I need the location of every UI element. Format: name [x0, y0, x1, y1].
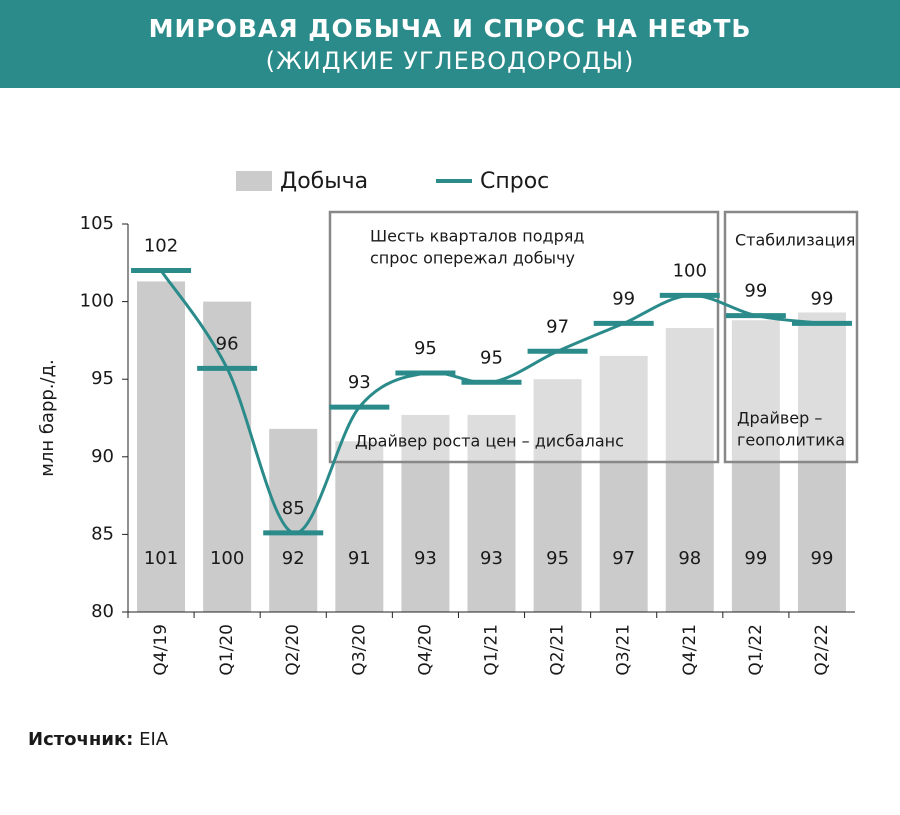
- annotation: Драйвер –: [737, 409, 822, 428]
- y-tick-label: 105: [80, 213, 114, 234]
- bar: [665, 327, 714, 612]
- chart-title: МИРОВАЯ ДОБЫЧА И СПРОС НА НЕФТЬ: [149, 14, 752, 43]
- bar: [467, 414, 516, 612]
- line-value-label: 100: [673, 260, 707, 281]
- bar-value-label: 91: [348, 548, 371, 569]
- line-value-label: 96: [216, 333, 239, 354]
- line-value-label: 85: [282, 498, 305, 519]
- x-tick-label: Q4/21: [680, 624, 700, 676]
- bar: [599, 355, 648, 612]
- bar-value-label: 93: [414, 548, 437, 569]
- line-value-label: 99: [811, 288, 834, 309]
- bar: [533, 379, 582, 612]
- bar-value-label: 93: [480, 548, 503, 569]
- bar: [203, 301, 252, 612]
- line-value-label: 97: [546, 316, 569, 337]
- bar-value-label: 100: [210, 548, 244, 569]
- bar-value-label: 101: [144, 548, 178, 569]
- header-band: [0, 0, 900, 88]
- x-tick-label: Q2/22: [812, 624, 832, 676]
- y-tick-label: 95: [91, 368, 114, 389]
- bar: [137, 281, 186, 612]
- line-value-label: 102: [144, 236, 178, 257]
- x-tick-label: Q2/21: [548, 624, 568, 676]
- line-value-label: 95: [414, 338, 437, 359]
- chart-subtitle: (ЖИДКИЕ УГЛЕВОДОРОДЫ): [266, 47, 635, 75]
- bar-value-label: 97: [612, 548, 635, 569]
- legend-label: Добыча: [280, 169, 368, 194]
- annotation: геополитика: [737, 431, 845, 450]
- bar-value-label: 99: [744, 548, 767, 569]
- y-axis-label: млн барр./д.: [37, 359, 58, 477]
- x-tick-label: Q1/20: [217, 624, 237, 676]
- annotation: Шесть кварталов подряд: [370, 227, 584, 246]
- bar-value-label: 92: [282, 548, 305, 569]
- line-value-label: 95: [480, 347, 503, 368]
- x-tick-label: Q3/20: [349, 624, 369, 676]
- annotation: Стабилизация: [735, 231, 855, 250]
- plot: 80 85 90 95 100 105 Добыча Спрос 101 100 92 91 93 93 9…: [80, 169, 859, 676]
- x-tick-label: Q1/22: [746, 624, 766, 676]
- bar-value-label: 99: [811, 548, 834, 569]
- x-tick-label: Q3/21: [614, 624, 634, 676]
- line-value-label: 93: [348, 372, 371, 393]
- annotation: спрос опережал добычу: [370, 249, 575, 268]
- y-tick-label: 85: [91, 523, 114, 544]
- x-tick-label: Q2/20: [283, 624, 303, 676]
- legend-swatch: [236, 171, 272, 191]
- bar: [335, 441, 384, 612]
- source-label: Источник:: [28, 729, 133, 750]
- x-tick-label: Q1/21: [482, 624, 502, 676]
- y-tick-label: 90: [91, 446, 114, 467]
- source: Источник: EIA: [28, 729, 169, 750]
- annotation: Драйвер роста цен – дисбаланс: [355, 432, 624, 451]
- line-value-label: 99: [612, 288, 635, 309]
- bar-value-label: 98: [678, 548, 701, 569]
- y-tick-label: 100: [80, 291, 114, 312]
- x-tick-label: Q4/20: [415, 624, 435, 676]
- bar-value-label: 95: [546, 548, 569, 569]
- bar: [401, 414, 450, 612]
- annotation-box: [328, 210, 720, 464]
- legend-label: Спрос: [480, 169, 549, 194]
- line-value-label: 99: [744, 281, 767, 302]
- bar: [731, 320, 780, 612]
- x-tick-label: Q4/19: [151, 624, 171, 676]
- annotation-box: [723, 210, 859, 464]
- y-tick-label: 80: [91, 601, 114, 622]
- source-value: EIA: [139, 729, 169, 750]
